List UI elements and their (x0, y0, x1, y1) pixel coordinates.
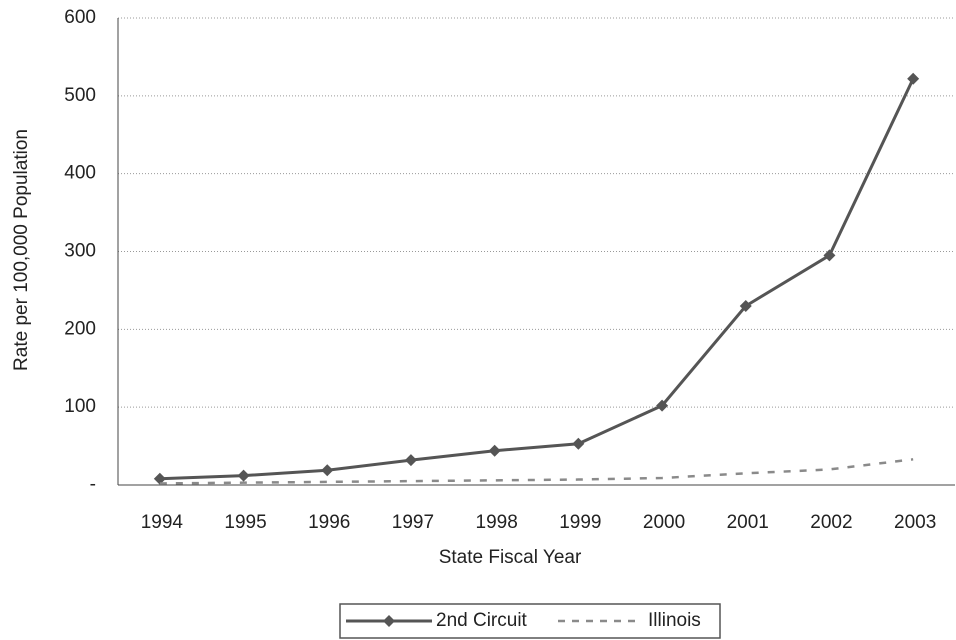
x-tick-label: 2001 (727, 512, 769, 533)
legend-label: Illinois (648, 610, 701, 631)
y-tick-label: 200 (64, 318, 96, 339)
y-tick-label: 500 (64, 85, 96, 106)
y-axis-label: Rate per 100,000 Population (11, 129, 32, 371)
marker (823, 249, 836, 262)
marker (907, 72, 920, 85)
y-tick-label: 100 (64, 396, 96, 417)
x-tick-label: 1995 (224, 512, 266, 533)
marker (739, 299, 752, 312)
x-tick-label: 1994 (141, 512, 184, 533)
series-line (159, 78, 915, 481)
marker (572, 437, 585, 450)
x-tick-label: 2002 (810, 512, 852, 533)
marker (404, 454, 417, 467)
legend-box (339, 603, 721, 639)
legend-marker (383, 615, 395, 627)
marker (488, 444, 501, 457)
x-tick-label: 2000 (643, 512, 685, 533)
x-tick-label: 1999 (559, 512, 601, 533)
series-line (159, 458, 914, 485)
legend-label: 2nd Circuit (436, 610, 528, 631)
y-tick-label: - (90, 474, 96, 495)
marker (153, 472, 166, 485)
y-tick-label: 400 (64, 163, 96, 184)
marker (321, 464, 334, 477)
y-tick-label: 600 (64, 7, 96, 28)
y-tick-label: 300 (64, 241, 96, 262)
x-tick-label: 1996 (308, 512, 350, 533)
x-tick-label: 1997 (392, 512, 434, 533)
marker (237, 469, 250, 482)
x-tick-label: 1998 (476, 512, 518, 533)
x-axis-label: State Fiscal Year (439, 547, 582, 568)
x-tick-label: 2003 (894, 512, 936, 533)
marker (656, 399, 669, 412)
